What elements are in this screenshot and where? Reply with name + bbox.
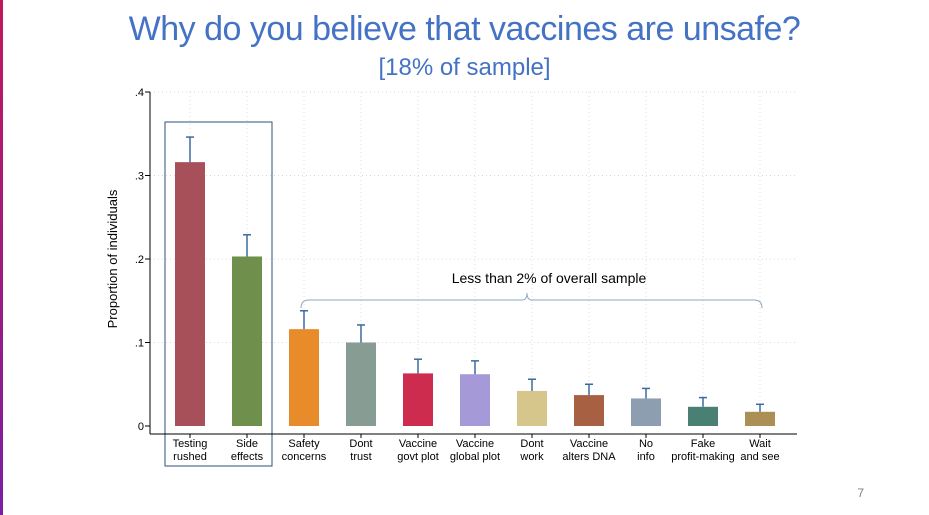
bar xyxy=(631,398,661,426)
x-tick-label: Wait and see xyxy=(740,438,779,463)
error-bars xyxy=(186,136,764,412)
y-tick-label: 0 xyxy=(138,421,144,433)
bar xyxy=(403,373,433,426)
y-axis-label: Proportion of individuals xyxy=(105,189,120,328)
x-tick-label: Vaccine govt plot xyxy=(397,438,439,463)
x-tick-label: Vaccine alters DNA xyxy=(562,438,616,463)
y-tick-label: .4 xyxy=(135,87,144,99)
bar xyxy=(574,395,604,426)
slide-subtitle: [18% of sample] xyxy=(378,54,551,81)
annotation-text: Less than 2% of overall sample xyxy=(452,270,647,286)
bar xyxy=(745,411,775,426)
annotation-bracket xyxy=(300,292,763,309)
x-tick-label: No info xyxy=(637,438,655,463)
annotation-bracket-group: Less than 2% of overall sample xyxy=(300,270,763,309)
bar xyxy=(289,329,319,426)
x-tick-label: Vaccine global plot xyxy=(450,438,500,463)
x-tick-label: Testing rushed xyxy=(173,438,208,463)
axes xyxy=(145,91,797,438)
bar xyxy=(175,162,205,426)
x-tick-label: Fake profit-making xyxy=(671,438,735,463)
y-tick-label: .2 xyxy=(135,254,144,266)
bars xyxy=(175,162,775,426)
left-accent-bar xyxy=(0,0,3,515)
y-tick-labels: 0 .1 .2 .3 .4 xyxy=(135,87,144,433)
slide-title: Why do you believe that vaccines are uns… xyxy=(128,10,801,48)
x-tick-labels: Testing rushed Side effects Safety concerns Do… xyxy=(173,438,780,463)
x-tick-label: Side effects xyxy=(231,438,264,463)
y-tick-label: .1 xyxy=(135,338,144,350)
bar xyxy=(460,374,490,426)
x-tick-label: Dont work xyxy=(519,438,544,463)
bar xyxy=(232,256,262,426)
highlight-box-layer xyxy=(164,121,273,467)
x-tick-label: Dont trust xyxy=(349,438,372,463)
bar xyxy=(346,342,376,426)
highlight-box xyxy=(164,121,273,467)
bar xyxy=(517,390,547,426)
y-tick-label: .3 xyxy=(135,171,144,183)
x-tick-label: Safety concerns xyxy=(282,438,327,463)
slide-number: 7 xyxy=(857,486,864,500)
bar xyxy=(688,406,718,426)
